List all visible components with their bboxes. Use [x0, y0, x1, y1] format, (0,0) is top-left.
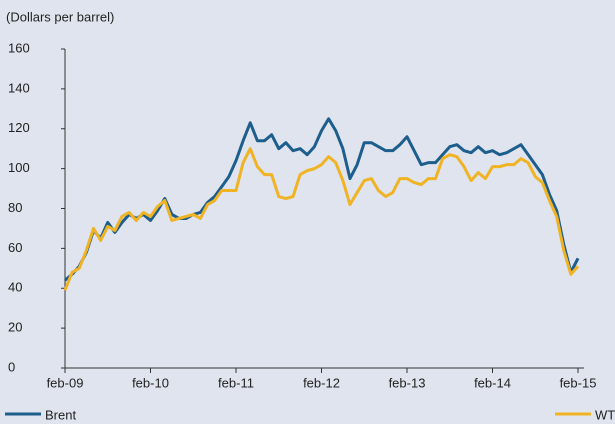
y-tick-label: 120 [8, 120, 30, 135]
x-tick-label: feb-11 [218, 375, 254, 390]
y-tick-label: 100 [8, 160, 30, 175]
y-tick-label: 0 [8, 359, 15, 374]
x-tick-label: feb-14 [474, 375, 511, 390]
y-tick-label: 40 [8, 280, 22, 295]
y-tick-label: 80 [8, 200, 22, 215]
x-tick-label: feb-12 [303, 375, 340, 390]
y-tick-label: 160 [8, 40, 30, 55]
x-tick-label: feb-10 [132, 375, 169, 390]
legend-label: Brent [45, 407, 76, 422]
y-tick-label: 140 [8, 80, 30, 95]
x-tick-label: feb-09 [47, 375, 84, 390]
line-wti [63, 147, 580, 291]
chart-title: (Dollars per barrel) [6, 9, 114, 24]
line-brent [64, 117, 580, 282]
legend-label: WTI [595, 407, 615, 422]
y-tick-label: 60 [8, 240, 22, 255]
x-tick-label: feb-13 [389, 375, 426, 390]
y-tick-label: 20 [8, 320, 22, 335]
x-tick-label: feb-15 [560, 375, 597, 390]
